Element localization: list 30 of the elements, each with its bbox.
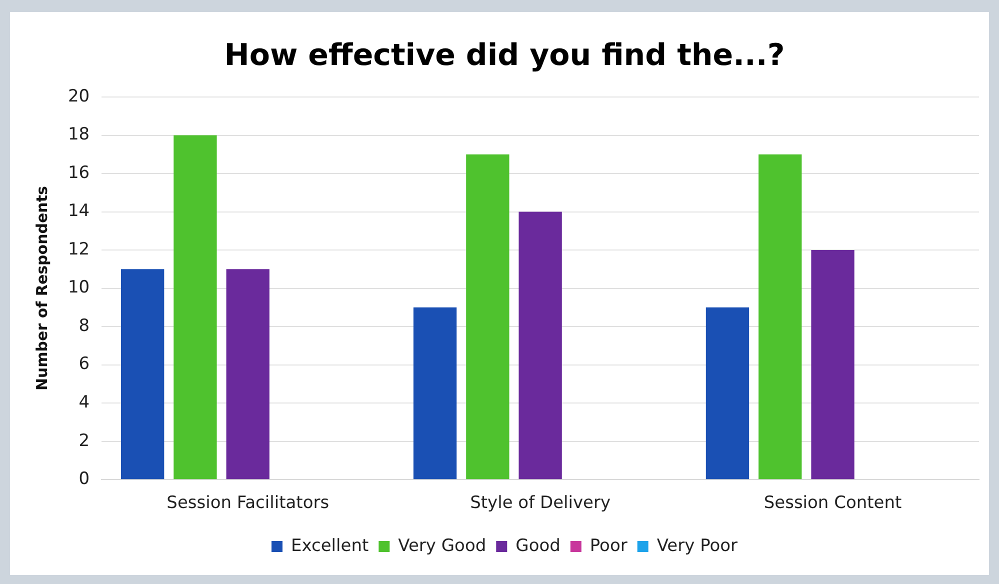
legend-label: Good	[516, 536, 560, 556]
y-tick-label: 6	[78, 354, 90, 374]
y-tick-label: 20	[68, 86, 90, 106]
bar	[811, 250, 854, 480]
y-axis-title: Number of Respondents	[32, 186, 51, 391]
bar	[758, 154, 802, 480]
bar	[120, 269, 164, 480]
y-tick-label: 16	[68, 162, 90, 183]
bar	[226, 269, 270, 480]
y-tick-label: 12	[68, 239, 90, 260]
x-tick-label: Session Content	[764, 493, 902, 514]
y-tick-label: 18	[68, 124, 90, 145]
y-tick-label: 0	[78, 469, 90, 490]
x-tick-label: Session Facilitators	[166, 493, 330, 514]
bar	[466, 154, 510, 480]
bar	[706, 307, 750, 480]
legend-label: Poor	[590, 536, 628, 556]
y-tick-label: 10	[68, 278, 90, 298]
legend-label: Very Good	[398, 536, 486, 556]
y-tick-label: 4	[78, 392, 90, 412]
y-tick-label: 8	[78, 316, 90, 336]
chart-title: How effective did you find the...?	[224, 38, 785, 73]
x-tick-label: Style of Delivery	[470, 493, 611, 514]
legend-label: Excellent	[291, 536, 369, 556]
y-tick-label: 14	[68, 201, 90, 222]
legend-label: Very Poor	[656, 536, 738, 556]
bar	[174, 135, 217, 480]
bar	[518, 212, 562, 480]
bar	[413, 307, 457, 480]
y-tick-label: 2	[78, 430, 90, 451]
